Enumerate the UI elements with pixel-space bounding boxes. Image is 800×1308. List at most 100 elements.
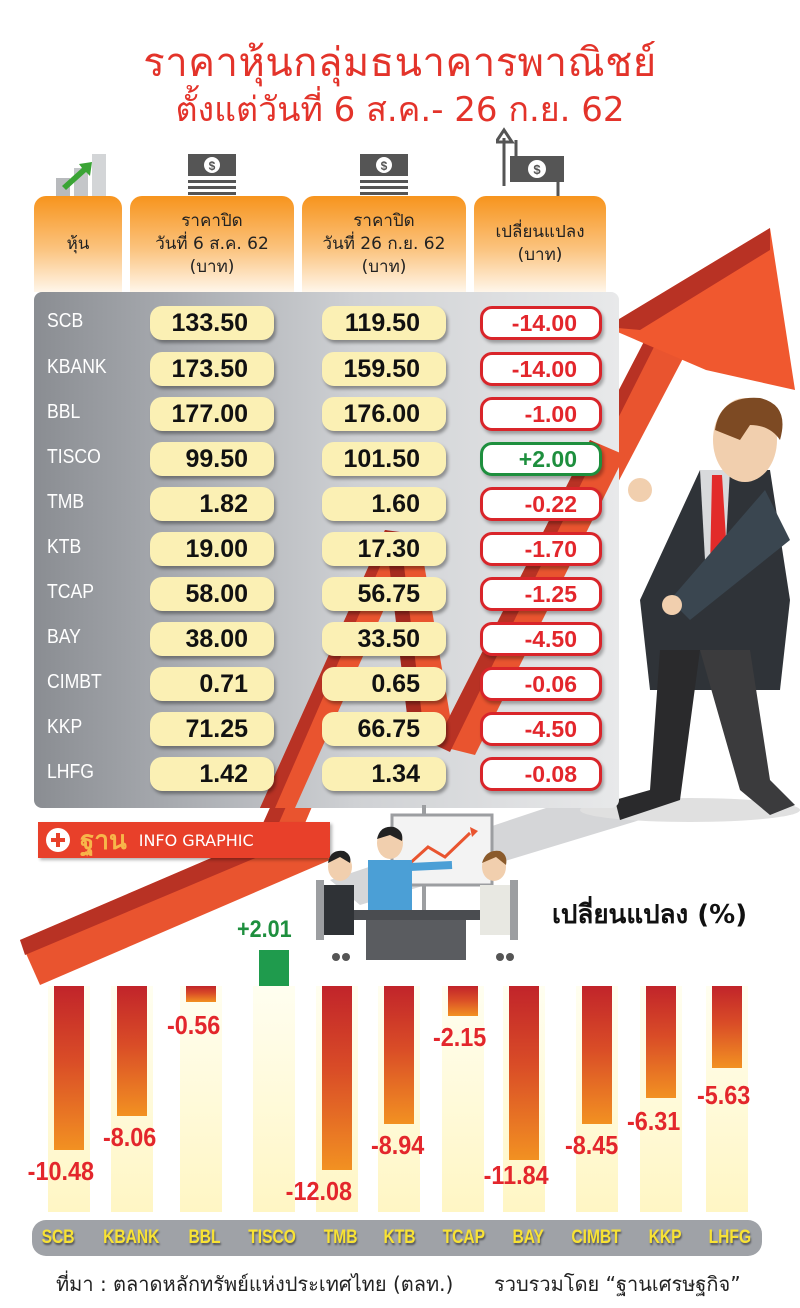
stock-symbol: BBL	[47, 401, 81, 423]
bar	[582, 986, 612, 1124]
category-label: TISCO	[247, 1227, 296, 1248]
table-row: TCAP 58.00 56.75 -1.25	[34, 575, 614, 613]
stock-symbol: SCB	[47, 310, 84, 332]
category-label: KBANK	[103, 1227, 160, 1248]
close-price-aug6: 19.00	[150, 532, 274, 566]
bar-column-scb	[48, 986, 90, 1212]
money-stack-icon: $	[188, 154, 236, 195]
change-baht: -0.08	[480, 757, 602, 791]
bar	[509, 986, 539, 1160]
close-price-aug6: 133.50	[150, 306, 274, 340]
bar-value-label: -6.31	[626, 1106, 681, 1136]
change-baht: +2.00	[480, 442, 602, 476]
stock-symbol: KBANK	[47, 356, 107, 378]
close-price-aug6: 58.00	[150, 577, 274, 611]
bar-value-label: -8.94	[370, 1130, 425, 1160]
change-baht: -1.00	[480, 397, 602, 431]
stock-symbol: CIMBT	[47, 671, 102, 693]
page-title: ราคาหุ้นกลุ่มธนาคารพาณิชย์	[143, 40, 657, 86]
stock-symbol: KTB	[47, 536, 82, 558]
brand-logo: ฐาน	[80, 825, 127, 856]
stock-symbol: KKP	[47, 716, 83, 738]
close-price-sep26: 1.34	[322, 757, 446, 791]
category-label: KTB	[383, 1227, 416, 1248]
money-up-down-icon: $	[496, 127, 571, 216]
category-axis: SCB KBANK BBL TISCO TMB KTB TCAP BAY CIM…	[32, 1220, 762, 1256]
close-price-sep26: 159.50	[322, 352, 446, 386]
stock-symbol: LHFG	[47, 761, 94, 783]
compiled-by-note: รวบรวมโดย “ฐานเศรษฐกิจ”	[494, 1272, 741, 1296]
page-subtitle: ตั้งแต่วันที่ 6 ส.ค.- 26 ก.ย. 62	[175, 90, 625, 130]
bar	[646, 986, 676, 1098]
close-price-sep26: 119.50	[322, 306, 446, 340]
close-price-aug6: 0.71	[150, 667, 274, 701]
column-header-close-sep26: ราคาปิด วันที่ 26 ก.ย. 62 (บาท)	[302, 196, 466, 292]
brand-badge: ฐาน INFO GRAPHIC	[38, 822, 330, 858]
table-row: BAY 38.00 33.50 -4.50	[34, 620, 614, 658]
close-price-aug6: 1.42	[150, 757, 274, 791]
stock-symbol: TISCO	[47, 446, 101, 468]
category-label: BAY	[512, 1227, 544, 1248]
meeting-presentation-icon	[316, 805, 518, 961]
table-row: BBL 177.00 176.00 -1.00	[34, 395, 614, 433]
svg-text:$: $	[381, 159, 388, 173]
bar-column-kkp	[640, 986, 682, 1212]
change-baht: -1.70	[480, 532, 602, 566]
source-note: ที่มา : ตลาดหลักทรัพย์แห่งประเทศไทย (ตลท…	[56, 1272, 454, 1296]
bar	[322, 986, 352, 1170]
bar	[384, 986, 414, 1124]
change-baht: -4.50	[480, 712, 602, 746]
stock-symbol: TCAP	[47, 581, 94, 603]
category-label: TMB	[323, 1227, 358, 1248]
bar-value-label: -2.15	[432, 1022, 487, 1052]
change-baht: -14.00	[480, 352, 602, 386]
table-row: KTB 19.00 17.30 -1.70	[34, 530, 614, 568]
close-price-sep26: 56.75	[322, 577, 446, 611]
bar-column-bbl	[180, 986, 222, 1212]
category-label: TCAP	[442, 1227, 485, 1248]
close-price-aug6: 71.25	[150, 712, 274, 746]
plus-icon	[46, 828, 70, 852]
table-row: LHFG 1.42 1.34 -0.08	[34, 755, 614, 793]
close-price-sep26: 0.65	[322, 667, 446, 701]
close-price-sep26: 33.50	[322, 622, 446, 656]
change-baht: -1.25	[480, 577, 602, 611]
brand-label: INFO GRAPHIC	[138, 830, 254, 850]
bar-value-label: -12.08	[285, 1176, 353, 1206]
table-row: SCB 133.50 119.50 -14.00	[34, 304, 614, 342]
percent-chart-title: เปลี่ยนแปลง (%)	[552, 900, 748, 930]
change-baht: -0.06	[480, 667, 602, 701]
table-row: TMB 1.82 1.60 -0.22	[34, 485, 614, 523]
bar	[448, 986, 478, 1016]
category-label: CIMBT	[571, 1227, 621, 1248]
bar-chart-up-icon	[56, 154, 106, 196]
table-row: KKP 71.25 66.75 -4.50	[34, 710, 614, 748]
bar	[54, 986, 84, 1150]
bar-column-cimbt	[576, 986, 618, 1212]
close-price-sep26: 66.75	[322, 712, 446, 746]
table-row: CIMBT 0.71 0.65 -0.06	[34, 665, 614, 703]
close-price-sep26: 101.50	[322, 442, 446, 476]
bar-column-kbank	[111, 986, 153, 1212]
table-row: KBANK 173.50 159.50 -14.00	[34, 350, 614, 388]
close-price-aug6: 1.82	[150, 487, 274, 521]
column-header-close-aug6: ราคาปิด วันที่ 6 ส.ค. 62 (บาท)	[130, 196, 294, 292]
category-label: LHFG	[708, 1227, 752, 1248]
category-label: KKP	[648, 1227, 682, 1248]
stock-symbol: TMB	[47, 491, 85, 513]
close-price-sep26: 176.00	[322, 397, 446, 431]
category-label: BBL	[188, 1227, 221, 1248]
close-price-aug6: 38.00	[150, 622, 274, 656]
category-label: SCB	[41, 1227, 75, 1248]
bar-column-tcap	[442, 986, 484, 1212]
bar-column-ktb	[378, 986, 420, 1212]
bar-column-tmb	[316, 986, 358, 1212]
bar-column-tisco	[253, 986, 295, 1212]
bar-value-label: -5.63	[696, 1080, 751, 1110]
money-stack-icon: $	[360, 154, 408, 195]
bar	[712, 986, 742, 1068]
bar-value-label: -10.48	[27, 1156, 95, 1186]
bar-positive	[259, 950, 289, 986]
svg-text:$: $	[533, 162, 541, 177]
close-price-sep26: 1.60	[322, 487, 446, 521]
